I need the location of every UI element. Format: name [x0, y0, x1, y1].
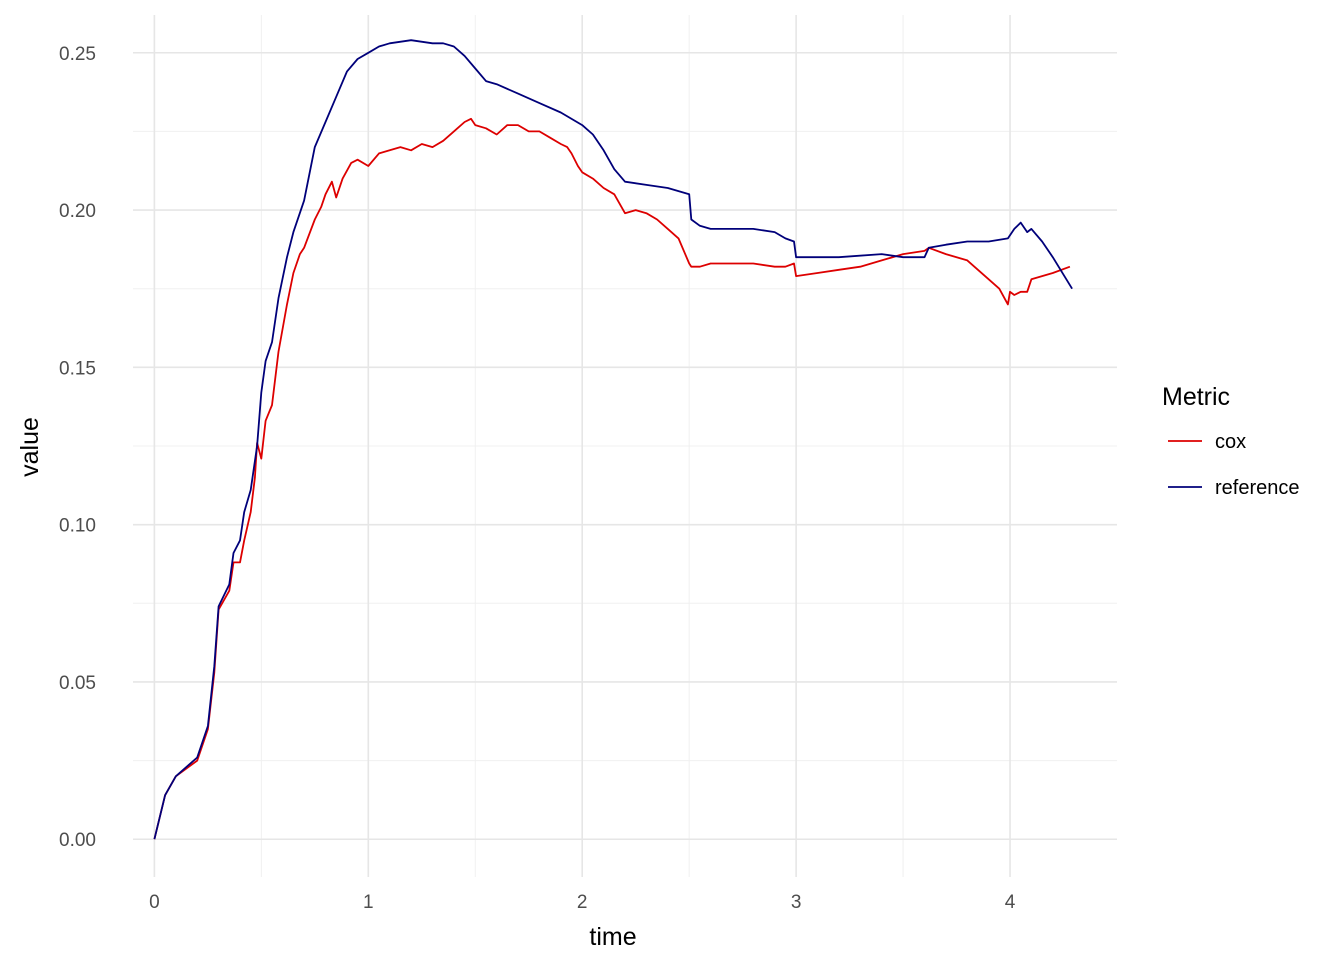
grid [133, 15, 1117, 877]
x-tick-label: 0 [149, 892, 160, 913]
y-tick-label: 0.20 [59, 201, 96, 222]
series-line-reference [153, 39, 1073, 840]
x-tick-label: 1 [363, 892, 374, 913]
legend-label-reference: reference [1215, 477, 1300, 499]
series-lines [153, 39, 1073, 840]
series-line-cox [153, 117, 1071, 840]
y-tick-labels: 0.00 0.05 0.10 0.15 0.20 0.25 [59, 44, 96, 851]
x-tick-labels: 0 1 2 3 4 [149, 892, 1016, 913]
y-tick-label: 0.25 [59, 44, 96, 65]
x-tick-label: 3 [791, 892, 802, 913]
x-tick-label: 2 [577, 892, 588, 913]
legend-title: Metric [1162, 383, 1230, 411]
y-tick-label: 0.05 [59, 673, 96, 694]
x-tick-label: 4 [1005, 892, 1016, 913]
y-axis-title: value [16, 417, 44, 477]
x-axis-title: time [589, 923, 636, 951]
y-tick-label: 0.15 [59, 358, 96, 379]
legend-items: cox reference [1168, 431, 1300, 499]
legend-label-cox: cox [1215, 431, 1246, 453]
y-tick-label: 0.00 [59, 830, 96, 851]
y-tick-label: 0.10 [59, 516, 96, 537]
legend: Metric cox reference [1162, 383, 1300, 499]
